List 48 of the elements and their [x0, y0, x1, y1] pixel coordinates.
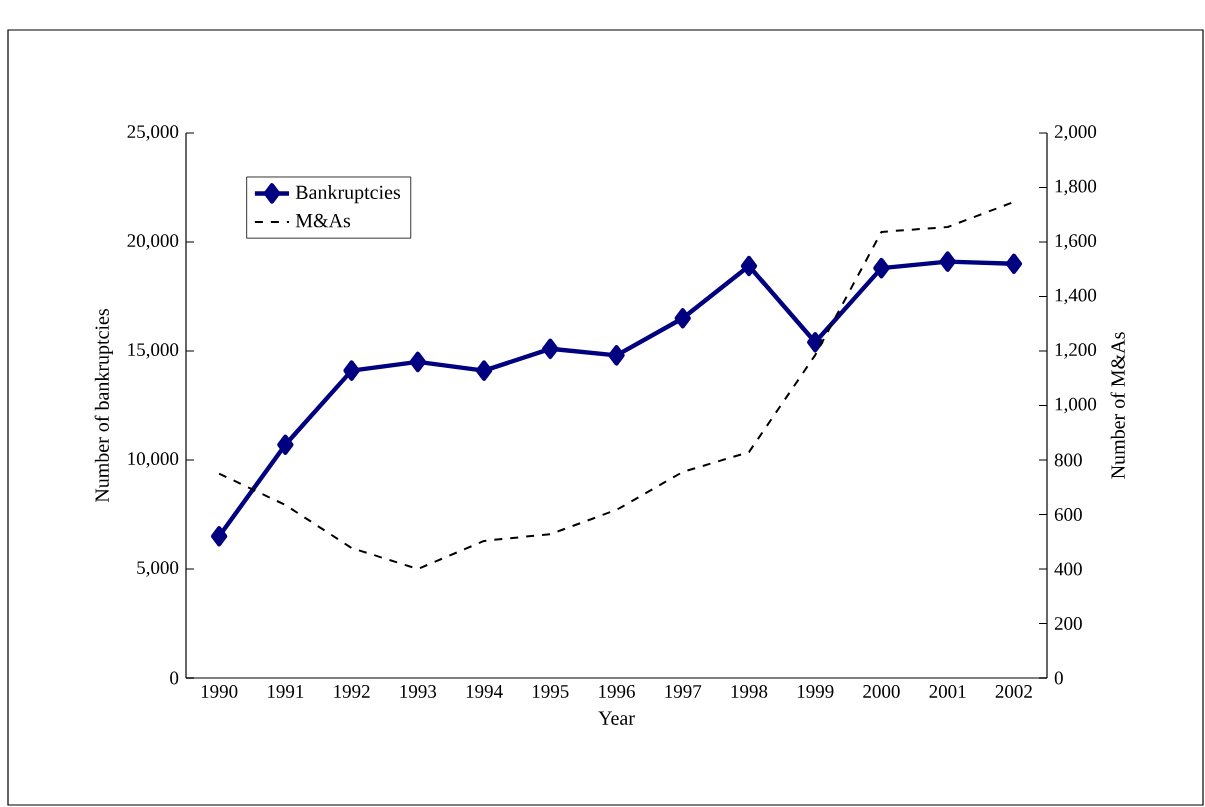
x-axis-title: Year [598, 711, 635, 725]
y-tick-label: 5,000 [137, 561, 179, 577]
x-tick-label: 1995 [532, 685, 569, 698]
y2-tick-label: 1,600 [1055, 234, 1097, 250]
legend-label: Bankruptcies [295, 184, 401, 204]
y2-tick-label: 400 [1054, 562, 1082, 576]
x-tick-label: 1998 [731, 685, 768, 698]
point [277, 434, 294, 455]
x-tick-label: 1992 [334, 685, 370, 698]
y2-tick-label: 600 [1054, 508, 1082, 521]
y-axis-title: Number of bankruptcies [94, 309, 113, 503]
y2-tick-label: 200 [1054, 617, 1082, 630]
y2-tick-label: 800 [1054, 453, 1082, 467]
y2-tick-label: 0 [1054, 671, 1063, 685]
y-tick-label: 0 [170, 671, 179, 685]
y2-tick-label: 2,000 [1054, 125, 1097, 141]
y2-tick-label: 1,000 [1055, 397, 1097, 414]
legend-label: M&As [295, 213, 351, 228]
y-tick-label: 15,000 [128, 343, 179, 359]
point [542, 338, 559, 359]
x-tick-label: 1994 [466, 685, 503, 698]
y-tick-label: 20,000 [127, 234, 179, 250]
y2-tick-label: 1,200 [1055, 343, 1097, 359]
point [608, 345, 625, 366]
x-tick-label: 2002 [995, 685, 1032, 698]
y2-axis-title: Number of M&As [1110, 332, 1125, 479]
point [1005, 253, 1023, 274]
y-tick-label: 10,000 [128, 452, 179, 468]
point [740, 255, 758, 277]
x-tick-label: 2000 [863, 685, 900, 698]
point [210, 526, 228, 547]
x-tick-label: 2001 [929, 685, 966, 698]
y2-tick-label: 1,400 [1055, 288, 1097, 305]
y2-tick-label: 1,800 [1055, 179, 1097, 196]
point [939, 251, 956, 272]
point [343, 360, 360, 381]
point [674, 308, 691, 329]
x-tick-label: 1997 [665, 685, 702, 698]
point [409, 351, 427, 373]
y-tick-label: 25,000 [127, 125, 179, 141]
x-tick-label: 1993 [400, 685, 437, 698]
point [873, 257, 890, 279]
x-tick-label: 1991 [268, 685, 304, 698]
point [807, 332, 824, 353]
x-tick-label: 1996 [599, 685, 635, 698]
point [475, 360, 493, 381]
x-tick-label: 1999 [797, 685, 834, 698]
x-tick-label: 1990 [201, 685, 238, 698]
